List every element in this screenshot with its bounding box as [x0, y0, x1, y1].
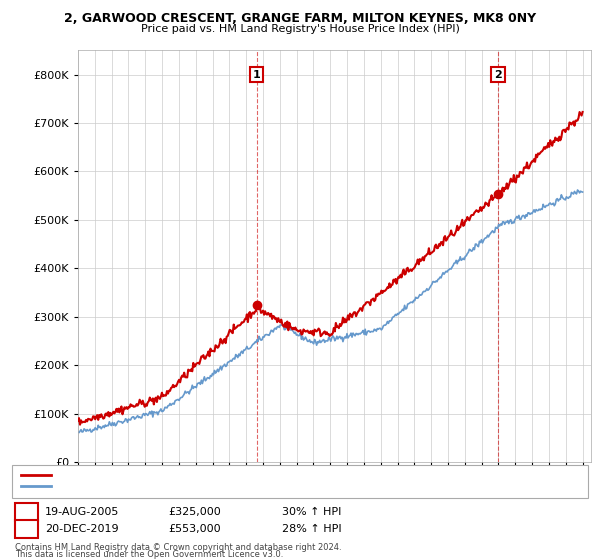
Text: 2: 2: [22, 522, 31, 536]
Text: 2, GARWOOD CRESCENT, GRANGE FARM, MILTON KEYNES, MK8 0NY: 2, GARWOOD CRESCENT, GRANGE FARM, MILTON…: [64, 12, 536, 25]
Text: £325,000: £325,000: [168, 507, 221, 517]
Text: Contains HM Land Registry data © Crown copyright and database right 2024.: Contains HM Land Registry data © Crown c…: [15, 543, 341, 552]
Text: This data is licensed under the Open Government Licence v3.0.: This data is licensed under the Open Gov…: [15, 550, 283, 559]
Text: 1: 1: [22, 506, 31, 519]
Text: 19-AUG-2005: 19-AUG-2005: [45, 507, 119, 517]
Text: 20-DEC-2019: 20-DEC-2019: [45, 524, 119, 534]
Text: 28% ↑ HPI: 28% ↑ HPI: [282, 524, 341, 534]
Text: 1: 1: [253, 69, 260, 80]
Text: 2: 2: [494, 69, 502, 80]
Text: Price paid vs. HM Land Registry's House Price Index (HPI): Price paid vs. HM Land Registry's House …: [140, 24, 460, 34]
Text: HPI: Average price, detached house, Milton Keynes: HPI: Average price, detached house, Milt…: [55, 481, 286, 490]
Text: 30% ↑ HPI: 30% ↑ HPI: [282, 507, 341, 517]
Text: £553,000: £553,000: [168, 524, 221, 534]
Text: 2, GARWOOD CRESCENT, GRANGE FARM, MILTON KEYNES, MK8 0NY (detached house): 2, GARWOOD CRESCENT, GRANGE FARM, MILTON…: [55, 470, 442, 479]
